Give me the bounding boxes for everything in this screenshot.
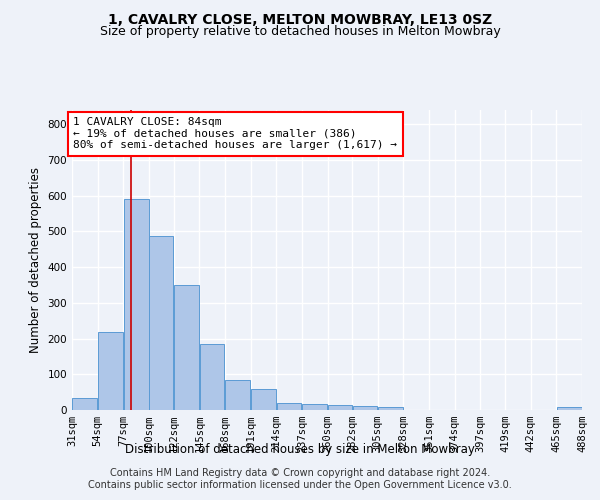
Bar [557,407,581,410]
Bar [98,332,123,410]
Text: Size of property relative to detached houses in Melton Mowbray: Size of property relative to detached ho… [100,25,500,38]
Y-axis label: Number of detached properties: Number of detached properties [29,167,42,353]
Bar [353,406,377,410]
Text: 1 CAVALRY CLOSE: 84sqm
← 19% of detached houses are smaller (386)
80% of semi-de: 1 CAVALRY CLOSE: 84sqm ← 19% of detached… [73,117,397,150]
Bar [124,200,149,410]
Bar [251,389,276,410]
Text: Contains HM Land Registry data © Crown copyright and database right 2024.: Contains HM Land Registry data © Crown c… [110,468,490,477]
Bar [149,236,173,410]
Bar [328,404,352,410]
Bar [378,407,403,410]
Bar [174,286,199,410]
Bar [277,403,301,410]
Bar [73,398,97,410]
Text: Distribution of detached houses by size in Melton Mowbray: Distribution of detached houses by size … [125,442,475,456]
Bar [226,380,250,410]
Text: 1, CAVALRY CLOSE, MELTON MOWBRAY, LE13 0SZ: 1, CAVALRY CLOSE, MELTON MOWBRAY, LE13 0… [108,12,492,26]
Bar [200,344,224,410]
Bar [302,404,327,410]
Text: Contains public sector information licensed under the Open Government Licence v3: Contains public sector information licen… [88,480,512,490]
